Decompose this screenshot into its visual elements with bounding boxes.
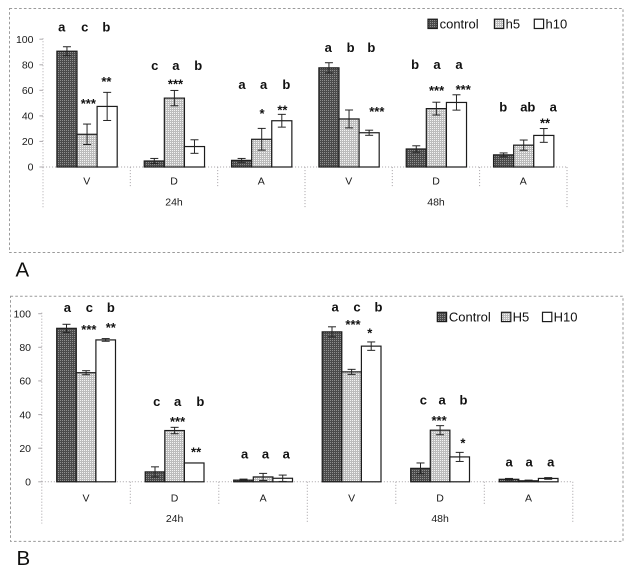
svg-text:60: 60 bbox=[22, 85, 34, 97]
svg-text:a: a bbox=[260, 77, 268, 92]
svg-text:b: b bbox=[196, 394, 204, 409]
svg-text:a: a bbox=[238, 77, 246, 92]
svg-text:A: A bbox=[258, 176, 265, 188]
svg-text:***: *** bbox=[432, 413, 448, 428]
svg-text:V: V bbox=[83, 176, 90, 188]
svg-text:B: B bbox=[17, 547, 31, 570]
svg-text:b: b bbox=[194, 58, 202, 73]
svg-text:V: V bbox=[345, 176, 352, 188]
svg-text:control: control bbox=[440, 16, 479, 31]
svg-text:b: b bbox=[347, 40, 355, 55]
svg-text:***: *** bbox=[170, 414, 186, 429]
svg-text:b: b bbox=[102, 19, 110, 34]
svg-text:80: 80 bbox=[22, 60, 34, 72]
svg-text:D: D bbox=[171, 492, 179, 504]
svg-text:a: a bbox=[331, 300, 339, 315]
svg-text:a: a bbox=[262, 446, 270, 461]
svg-text:a: a bbox=[325, 40, 333, 55]
svg-text:*: * bbox=[367, 325, 373, 340]
svg-text:V: V bbox=[82, 492, 89, 504]
svg-text:40: 40 bbox=[19, 409, 31, 421]
svg-text:*: * bbox=[259, 106, 265, 121]
svg-text:a: a bbox=[174, 394, 182, 409]
svg-text:A: A bbox=[260, 492, 267, 504]
svg-text:0: 0 bbox=[25, 477, 31, 489]
svg-text:A: A bbox=[16, 259, 30, 282]
svg-text:**: ** bbox=[191, 444, 202, 459]
svg-text:a: a bbox=[433, 57, 441, 72]
svg-text:***: *** bbox=[369, 104, 385, 119]
svg-text:**: ** bbox=[540, 116, 551, 131]
svg-text:***: *** bbox=[429, 83, 445, 98]
svg-text:D: D bbox=[170, 176, 178, 188]
svg-text:c: c bbox=[353, 300, 360, 315]
svg-text:a: a bbox=[438, 393, 446, 408]
svg-text:c: c bbox=[151, 58, 158, 73]
svg-text:a: a bbox=[505, 454, 513, 469]
svg-text:**: ** bbox=[101, 74, 112, 89]
svg-text:24h: 24h bbox=[166, 513, 184, 525]
svg-text:c: c bbox=[86, 300, 93, 315]
svg-text:100: 100 bbox=[16, 34, 34, 46]
svg-text:A: A bbox=[520, 176, 527, 188]
svg-text:20: 20 bbox=[19, 443, 31, 455]
svg-text:c: c bbox=[81, 19, 88, 34]
svg-text:24h: 24h bbox=[165, 197, 183, 209]
svg-text:*: * bbox=[460, 435, 466, 450]
svg-text:a: a bbox=[172, 58, 180, 73]
svg-text:D: D bbox=[432, 176, 440, 188]
svg-text:***: *** bbox=[456, 82, 472, 97]
svg-text:***: *** bbox=[345, 317, 361, 332]
svg-text:60: 60 bbox=[19, 376, 31, 388]
svg-text:**: ** bbox=[277, 103, 288, 118]
svg-text:***: *** bbox=[81, 322, 97, 337]
svg-text:a: a bbox=[58, 19, 66, 34]
svg-text:20: 20 bbox=[22, 136, 34, 148]
svg-text:80: 80 bbox=[19, 342, 31, 354]
svg-text:b: b bbox=[375, 300, 383, 315]
svg-text:a: a bbox=[455, 57, 463, 72]
svg-text:b: b bbox=[499, 100, 507, 115]
svg-text:h5: h5 bbox=[506, 16, 520, 31]
svg-text:a: a bbox=[241, 446, 249, 461]
svg-text:100: 100 bbox=[13, 308, 31, 320]
svg-text:b: b bbox=[411, 57, 419, 72]
svg-text:H10: H10 bbox=[554, 310, 578, 325]
svg-text:b: b bbox=[367, 40, 375, 55]
svg-text:b: b bbox=[460, 393, 468, 408]
svg-text:H5: H5 bbox=[513, 310, 530, 325]
svg-text:a: a bbox=[283, 446, 291, 461]
svg-text:a: a bbox=[525, 454, 533, 469]
svg-text:**: ** bbox=[106, 320, 117, 335]
svg-text:***: *** bbox=[168, 76, 184, 91]
svg-text:V: V bbox=[348, 492, 355, 504]
svg-text:48h: 48h bbox=[431, 513, 449, 525]
svg-text:40: 40 bbox=[22, 111, 34, 123]
svg-text:b: b bbox=[282, 77, 290, 92]
svg-text:h10: h10 bbox=[546, 16, 568, 31]
svg-text:***: *** bbox=[81, 96, 97, 111]
svg-text:D: D bbox=[436, 492, 444, 504]
svg-text:Control: Control bbox=[449, 310, 491, 325]
svg-text:a: a bbox=[550, 100, 558, 115]
svg-text:a: a bbox=[64, 300, 72, 315]
svg-text:48h: 48h bbox=[427, 197, 445, 209]
svg-text:A: A bbox=[525, 492, 532, 504]
svg-text:c: c bbox=[420, 393, 427, 408]
svg-text:ab: ab bbox=[520, 100, 535, 115]
svg-text:c: c bbox=[153, 394, 160, 409]
svg-text:b: b bbox=[107, 300, 115, 315]
svg-text:0: 0 bbox=[28, 162, 34, 174]
svg-text:a: a bbox=[547, 454, 555, 469]
